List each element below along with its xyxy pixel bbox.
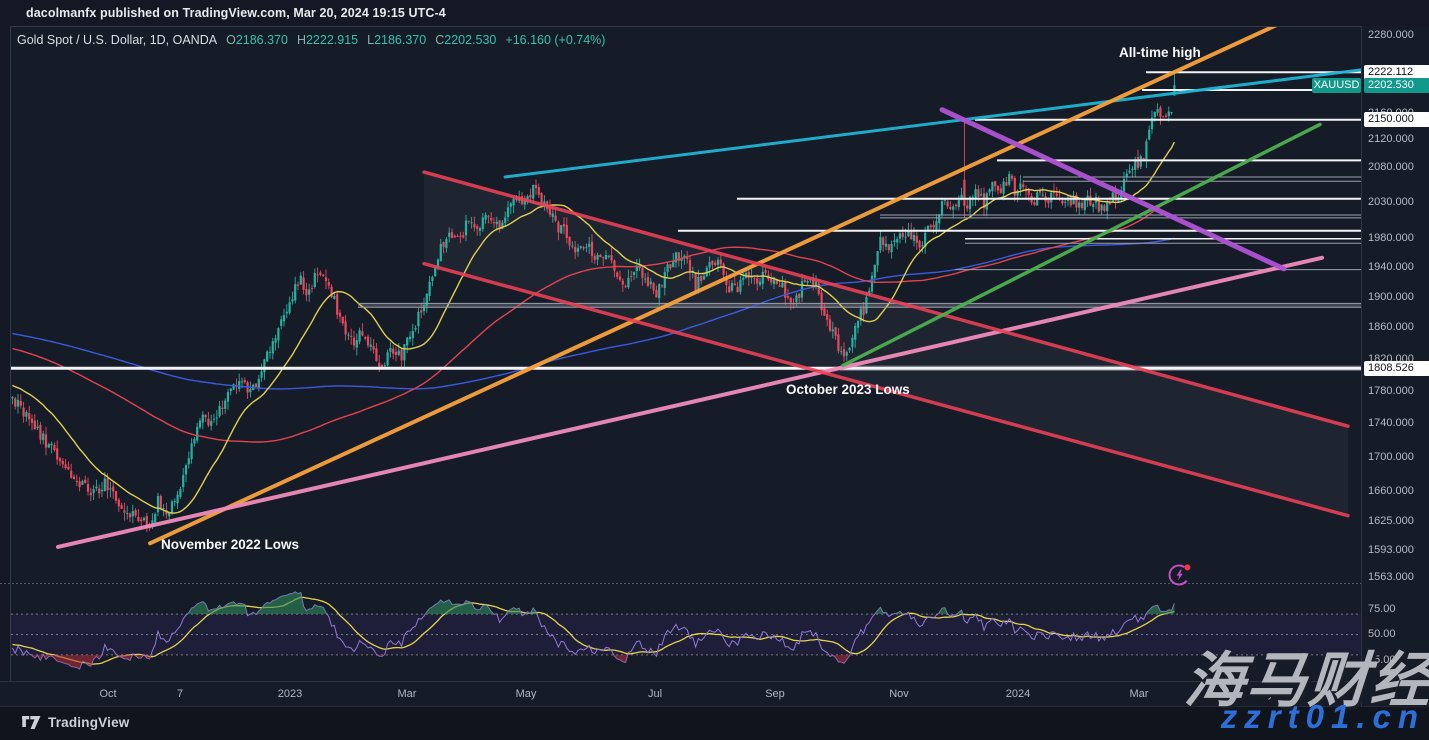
trendline-rising-resistance-cyan[interactable] bbox=[503, 68, 1362, 179]
chart-legend: Gold Spot / U.S. Dollar, 1D, OANDA O2186.… bbox=[17, 33, 605, 47]
chart-panel bbox=[10, 26, 1429, 706]
time-tick: 7 bbox=[176, 688, 184, 700]
price-tick: 1860.000 bbox=[1368, 321, 1414, 334]
ohlc-value: 2186.370 bbox=[374, 33, 427, 47]
watermark-url: zzrt01.cn bbox=[1220, 698, 1425, 735]
price-tick: 1780.000 bbox=[1368, 384, 1414, 397]
boost-circle bbox=[1168, 564, 1190, 586]
moving-average bbox=[12, 237, 1175, 390]
price-tick: 2120.000 bbox=[1368, 133, 1414, 146]
lightning-bolt-icon bbox=[1176, 569, 1183, 581]
moving-average bbox=[12, 141, 1176, 514]
notification-dot bbox=[1184, 564, 1191, 571]
ohlc-key: H bbox=[296, 33, 306, 47]
time-tick: Nov bbox=[889, 688, 909, 700]
ohlc-value: 2222.915 bbox=[305, 33, 359, 47]
trendline-down-channel-top-red[interactable] bbox=[422, 170, 1350, 428]
price-tick: 1940.000 bbox=[1368, 260, 1414, 273]
publish-text: dacolmanfx published on TradingView.com,… bbox=[26, 6, 446, 20]
price-tick: 2030.000 bbox=[1368, 195, 1414, 208]
annotation-october-2023-lows: October 2023 Lows bbox=[786, 382, 910, 397]
trendline-recovery-trend-green[interactable] bbox=[841, 122, 1322, 368]
price-tick: 1900.000 bbox=[1368, 290, 1414, 303]
rsi-tick: 25.00 bbox=[1368, 653, 1396, 666]
ath-price-label: 2222.112 bbox=[1364, 64, 1429, 80]
symbol-title[interactable]: Gold Spot / U.S. Dollar, 1D, OANDA bbox=[17, 33, 218, 47]
price-tick: 2080.000 bbox=[1368, 160, 1414, 173]
publish-bar: dacolmanfx published on TradingView.com,… bbox=[0, 0, 1429, 26]
rsi-tick: 75.00 bbox=[1368, 602, 1396, 615]
price-tick: 1563.000 bbox=[1368, 571, 1414, 584]
time-tick: Mar bbox=[397, 688, 417, 700]
time-tick: May bbox=[1252, 688, 1274, 700]
symbol-price-tag: XAUUSD bbox=[1312, 78, 1361, 93]
time-tick: Sep bbox=[765, 688, 785, 700]
price-tick: 1593.000 bbox=[1368, 543, 1414, 556]
rsi-tick: 50.00 bbox=[1368, 628, 1396, 640]
ohlc-value: 2202.530 bbox=[444, 33, 497, 47]
level-price-label: 2150.000 bbox=[1364, 112, 1429, 128]
tradingview-logo-icon bbox=[22, 716, 41, 729]
trendline-long-uptrend-pink[interactable] bbox=[56, 255, 1324, 549]
rsi-ma-line bbox=[12, 596, 1175, 665]
trendline-correction-purple[interactable] bbox=[939, 107, 1287, 272]
ohlc-values: O2186.370 H2222.915 L2186.370 C2202.530 bbox=[217, 33, 496, 47]
time-tick: Mar bbox=[1129, 688, 1149, 700]
price-tick: 1625.000 bbox=[1368, 515, 1414, 528]
trendline-long-uptrend-orange[interactable] bbox=[148, 17, 1295, 546]
price-tick: 1700.000 bbox=[1368, 450, 1414, 463]
rsi-overbought-fill bbox=[12, 591, 1175, 615]
trendline-down-channel-bot-red[interactable] bbox=[422, 261, 1350, 518]
price-scale[interactable]: 2280.0002160.0002120.0002080.0002030.000… bbox=[1361, 26, 1429, 706]
time-tick: 2023 bbox=[277, 688, 303, 700]
annotation-all-time-high: All-time high bbox=[1119, 45, 1201, 60]
last-price-label: 2202.530 bbox=[1364, 77, 1429, 93]
price-tick: 1740.000 bbox=[1368, 417, 1414, 430]
annotation-november-2022-lows: November 2022 Lows bbox=[161, 537, 300, 552]
time-tick: May bbox=[515, 688, 537, 700]
footer-bar: TradingView bbox=[0, 706, 1429, 740]
support-price-label: 1808.526 bbox=[1364, 360, 1429, 376]
moving-average bbox=[12, 196, 1175, 443]
tradingview-logo-text: TradingView bbox=[48, 715, 130, 730]
tradingview-logo[interactable]: TradingView bbox=[22, 714, 129, 731]
ohlc-key: C bbox=[435, 33, 445, 47]
time-axis[interactable]: Oct 7 2023 Mar May Jul Sep Nov 2024 Mar May bbox=[0, 681, 1429, 707]
time-tick: Jul bbox=[647, 688, 663, 700]
ohlc-value: 2186.370 bbox=[235, 33, 288, 47]
price-tick: 1660.000 bbox=[1368, 484, 1414, 497]
price-tick: 1980.000 bbox=[1368, 231, 1414, 244]
boost-lightning-icon[interactable] bbox=[1166, 561, 1194, 589]
change-value: +16.160 (+0.74%) bbox=[505, 33, 606, 47]
time-tick: 2024 bbox=[1005, 688, 1031, 700]
ohlc-key: L bbox=[367, 33, 375, 47]
ohlc-key: O bbox=[226, 33, 236, 47]
support-zone bbox=[358, 303, 1361, 308]
time-tick: Oct bbox=[99, 688, 117, 700]
price-tick: 2280.000 bbox=[1368, 28, 1414, 41]
